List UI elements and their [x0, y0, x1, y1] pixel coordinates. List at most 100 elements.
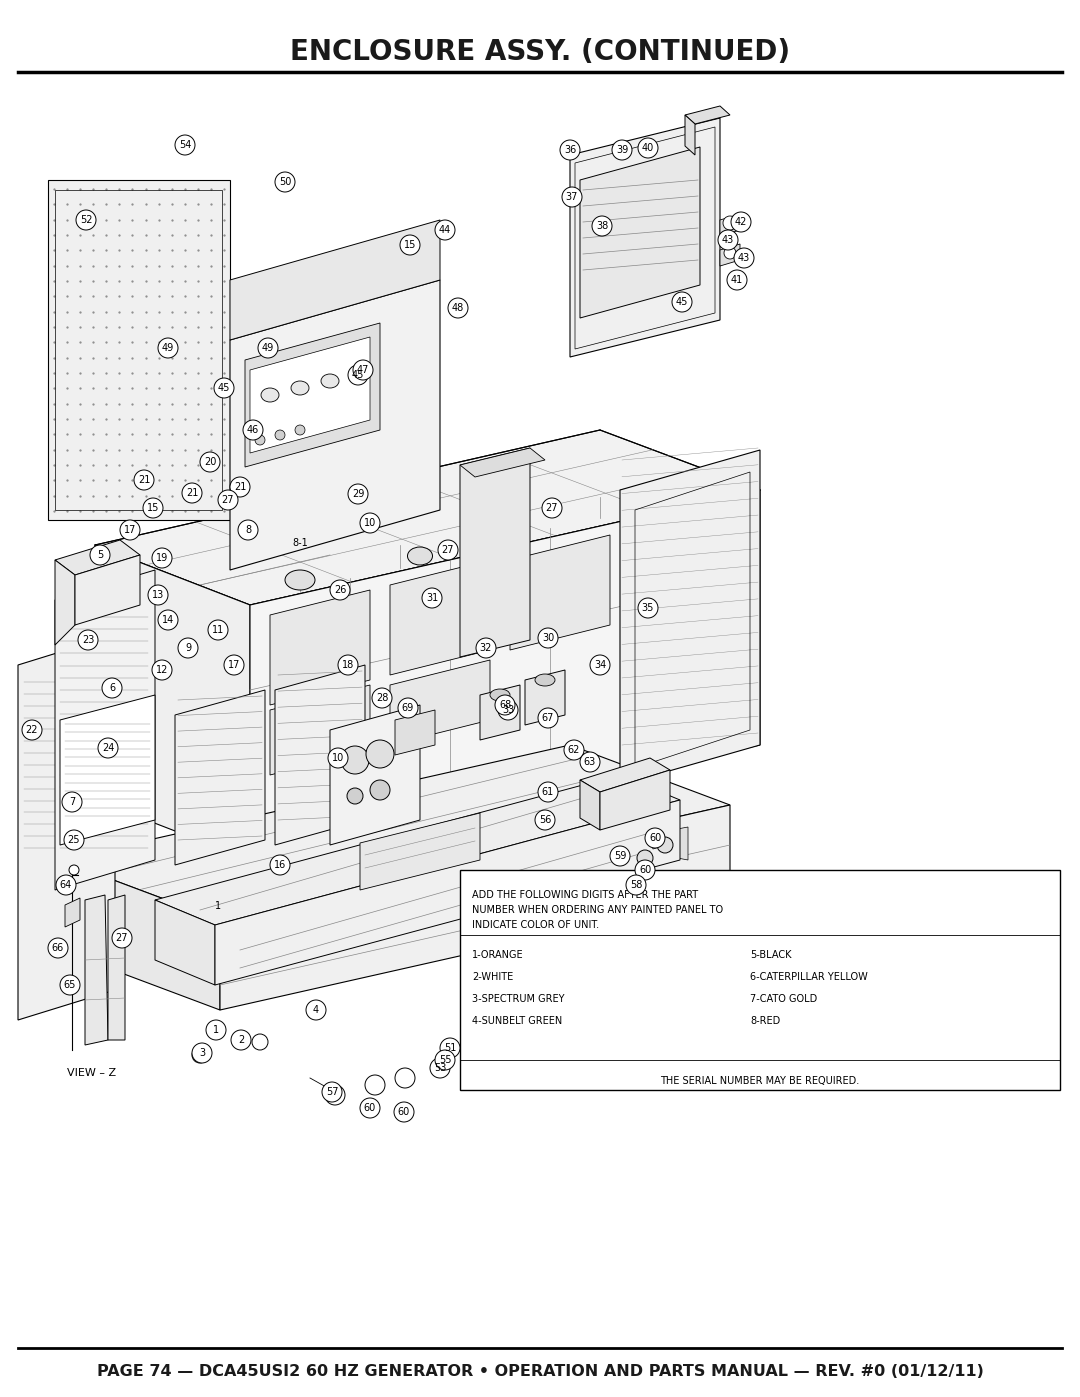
Polygon shape [175, 690, 265, 865]
Text: 21: 21 [186, 488, 199, 497]
Polygon shape [272, 928, 288, 960]
Polygon shape [55, 570, 156, 890]
Text: 41: 41 [731, 275, 743, 285]
Text: NUMBER WHEN ORDERING ANY PAINTED PANEL TO: NUMBER WHEN ORDERING ANY PAINTED PANEL T… [472, 905, 724, 915]
Circle shape [178, 638, 198, 658]
Text: 42: 42 [734, 217, 747, 226]
Polygon shape [472, 877, 488, 909]
Text: 27: 27 [221, 495, 234, 504]
Text: 31: 31 [426, 592, 438, 604]
Polygon shape [48, 180, 230, 520]
Text: 4: 4 [313, 1004, 319, 1016]
Circle shape [612, 140, 632, 161]
Text: 8: 8 [245, 525, 251, 535]
Circle shape [64, 830, 84, 849]
Circle shape [306, 1000, 326, 1020]
Polygon shape [220, 805, 730, 1010]
Circle shape [422, 588, 442, 608]
Text: ADD THE FOLLOWING DIGITS AFTER THE PART: ADD THE FOLLOWING DIGITS AFTER THE PART [472, 890, 698, 900]
Circle shape [564, 740, 584, 760]
Circle shape [347, 788, 363, 805]
Circle shape [495, 694, 515, 715]
Circle shape [538, 708, 558, 728]
Text: 47: 47 [356, 365, 369, 374]
Text: 60: 60 [397, 1106, 410, 1118]
Text: 21: 21 [233, 482, 246, 492]
Text: 56: 56 [539, 814, 551, 826]
Circle shape [134, 469, 154, 490]
Circle shape [727, 270, 747, 291]
Text: 12: 12 [156, 665, 168, 675]
Circle shape [295, 425, 305, 434]
Polygon shape [372, 902, 388, 935]
Text: 4-SUNBELT GREEN: 4-SUNBELT GREEN [472, 1016, 563, 1025]
Circle shape [366, 740, 394, 768]
Circle shape [395, 1067, 415, 1088]
Text: 46: 46 [247, 425, 259, 434]
Polygon shape [720, 214, 740, 236]
Text: 49: 49 [162, 344, 174, 353]
Circle shape [270, 855, 291, 875]
Circle shape [590, 655, 610, 675]
Circle shape [231, 1030, 251, 1051]
Text: INDICATE COLOR OF UNIT.: INDICATE COLOR OF UNIT. [472, 921, 599, 930]
Circle shape [183, 483, 202, 503]
Polygon shape [390, 659, 490, 745]
Text: 45: 45 [352, 370, 364, 380]
Polygon shape [570, 117, 720, 358]
Text: 1-ORANGE: 1-ORANGE [472, 950, 524, 960]
Circle shape [435, 219, 455, 240]
Circle shape [430, 1058, 450, 1078]
Circle shape [435, 1051, 455, 1070]
Text: 16: 16 [274, 861, 286, 870]
Text: 24: 24 [102, 743, 114, 753]
Text: 21: 21 [138, 475, 150, 485]
Circle shape [112, 928, 132, 949]
Polygon shape [249, 490, 760, 861]
Polygon shape [60, 861, 220, 1010]
Circle shape [22, 719, 42, 740]
Text: 38: 38 [596, 221, 608, 231]
Circle shape [399, 698, 418, 718]
Text: 43: 43 [721, 235, 734, 244]
Polygon shape [156, 775, 680, 925]
Text: 60: 60 [649, 833, 661, 842]
Circle shape [438, 541, 458, 560]
Ellipse shape [261, 388, 279, 402]
Text: 17: 17 [228, 659, 240, 671]
Text: 19: 19 [156, 553, 168, 563]
Circle shape [325, 1085, 345, 1105]
Polygon shape [720, 244, 740, 265]
Polygon shape [275, 665, 365, 845]
Circle shape [561, 140, 580, 161]
Polygon shape [270, 685, 370, 775]
Text: 15: 15 [147, 503, 159, 513]
Circle shape [98, 738, 118, 759]
Circle shape [69, 865, 79, 875]
Text: 68: 68 [499, 700, 511, 710]
Polygon shape [95, 430, 760, 605]
Circle shape [723, 217, 737, 231]
Circle shape [275, 172, 295, 191]
Polygon shape [672, 827, 688, 861]
Polygon shape [215, 800, 680, 985]
Text: 52: 52 [80, 215, 92, 225]
Text: 8-RED: 8-RED [750, 1016, 780, 1025]
Text: 35: 35 [642, 604, 654, 613]
Text: 2: 2 [238, 1035, 244, 1045]
Polygon shape [480, 685, 519, 740]
Circle shape [637, 849, 653, 866]
Circle shape [200, 453, 220, 472]
Polygon shape [600, 770, 670, 830]
Circle shape [102, 678, 122, 698]
Circle shape [638, 598, 658, 617]
Polygon shape [580, 759, 670, 792]
Text: 8-1: 8-1 [292, 538, 308, 548]
Circle shape [322, 1083, 342, 1102]
Circle shape [341, 746, 369, 774]
Circle shape [734, 249, 754, 268]
Polygon shape [245, 323, 380, 467]
Circle shape [365, 1076, 384, 1095]
Ellipse shape [291, 381, 309, 395]
Circle shape [440, 1038, 460, 1058]
